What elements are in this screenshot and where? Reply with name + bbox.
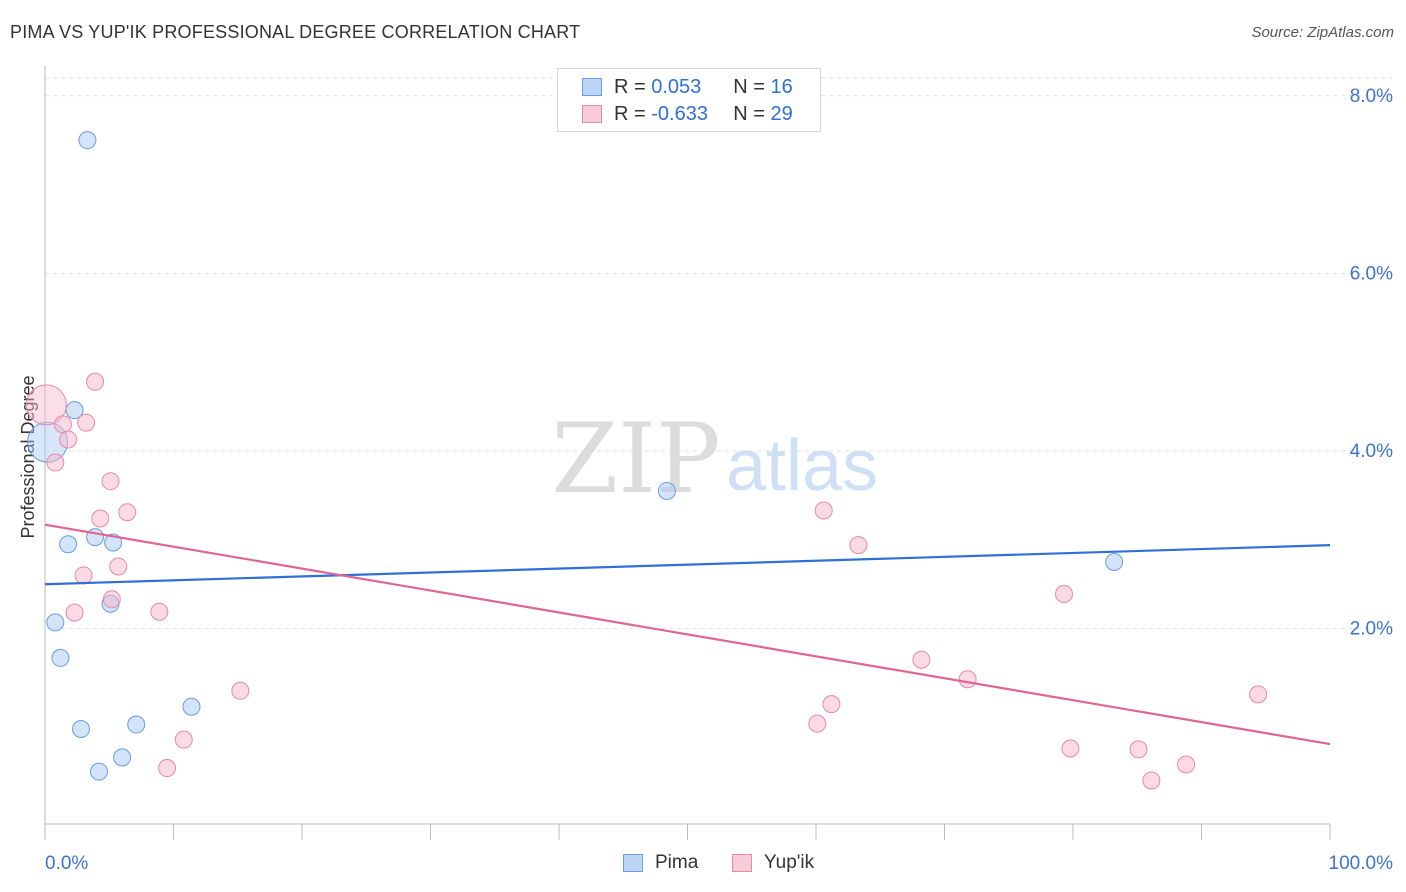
bottom-legend-yupik-label: Yup'ik	[764, 852, 815, 873]
axes	[44, 66, 1331, 840]
legend-row-yupik: R = -0.633 N = 29	[582, 101, 793, 127]
yupik-point	[1249, 685, 1268, 704]
yupik-point	[118, 503, 137, 522]
yupik-point	[53, 415, 72, 434]
pima-legend-icon	[623, 854, 643, 872]
chart-title: PIMA VS YUP'IK PROFESSIONAL DEGREE CORRE…	[10, 22, 581, 42]
yupik-swatch-icon	[582, 105, 602, 123]
pima-trend-line	[44, 544, 1331, 586]
pima-point	[89, 762, 108, 781]
legend-n-label: N =	[733, 102, 771, 125]
pima-point	[127, 715, 146, 734]
yupik-point	[1061, 739, 1080, 758]
y-tick-labels: 2.0% 4.0% 6.0% 8.0%	[1350, 86, 1393, 640]
yupik-point	[74, 566, 93, 585]
yupik-point	[1129, 740, 1148, 759]
x-tick-labels: 0.0% 100.0%	[45, 853, 1393, 874]
yupik-point	[231, 681, 250, 700]
pima-point	[46, 613, 65, 632]
data-points	[25, 131, 1268, 790]
yupik-point	[150, 602, 169, 621]
pima-point	[104, 533, 123, 552]
yupik-point	[1055, 584, 1074, 603]
legend-r-value: -0.633	[651, 102, 708, 125]
pima-point	[1105, 553, 1124, 572]
legend-r-label: R =	[614, 102, 652, 125]
pima-point	[59, 535, 78, 554]
legend-r-value: 0.053	[651, 75, 702, 98]
yupik-point	[46, 453, 65, 472]
yupik-point	[912, 650, 931, 669]
yupik-point	[814, 501, 833, 520]
yupik-point	[849, 536, 868, 555]
legend-r-label: R =	[614, 75, 652, 98]
bottom-legend-pima-label: Pima	[655, 852, 699, 873]
yupik-legend-icon	[732, 854, 752, 872]
pima-point	[182, 697, 201, 716]
yupik-point	[59, 430, 78, 449]
yupik-point	[91, 509, 110, 528]
yupik-point	[65, 603, 84, 622]
yupik-point	[109, 557, 128, 576]
yupik-point	[77, 413, 96, 432]
source-label: Source: ZipAtlas.com	[1251, 24, 1394, 41]
yupik-point	[1142, 771, 1161, 790]
watermark-zip: ZIP	[551, 403, 720, 515]
y-tick-label: 2.0%	[1350, 619, 1393, 640]
gridlines	[45, 77, 1392, 630]
legend-n-value: 29	[770, 102, 793, 125]
yupik-point	[958, 670, 977, 689]
yupik-point	[102, 590, 121, 609]
yupik-point	[86, 372, 105, 391]
yupik-point	[101, 472, 120, 491]
legend-n-value: 16	[770, 75, 793, 98]
yupik-point	[174, 730, 193, 749]
x-tick-label: 0.0%	[45, 853, 88, 874]
x-tick-label: 100.0%	[1329, 853, 1394, 874]
watermark-atlas: atlas	[726, 426, 878, 506]
yupik-point	[1177, 755, 1196, 774]
pima-point	[78, 131, 97, 150]
legend-row-pima: R = 0.053 N = 16	[582, 74, 793, 100]
pima-point	[657, 481, 676, 500]
yupik-point	[808, 714, 827, 733]
pima-point	[51, 648, 70, 667]
correlation-legend: R = 0.053 N = 16 R = -0.633 N = 29	[557, 68, 821, 132]
yupik-point	[822, 695, 841, 714]
bottom-legend-yupik: Yup'ik	[732, 852, 814, 874]
pima-point	[113, 748, 132, 767]
yupik-point	[25, 384, 67, 426]
y-tick-label: 6.0%	[1350, 263, 1393, 284]
yupik-point	[158, 759, 177, 778]
y-axis-label: Professional Degree	[18, 375, 38, 538]
watermark: ZIP atlas	[551, 403, 878, 515]
pima-swatch-icon	[582, 78, 602, 96]
legend-n-label: N =	[733, 75, 771, 98]
y-tick-label: 8.0%	[1350, 86, 1393, 107]
bottom-legend-pima: Pima	[623, 852, 698, 874]
trend-lines	[44, 523, 1331, 746]
y-tick-label: 4.0%	[1350, 441, 1393, 462]
pima-point	[71, 719, 90, 738]
yupik-trend-line	[44, 523, 1331, 746]
